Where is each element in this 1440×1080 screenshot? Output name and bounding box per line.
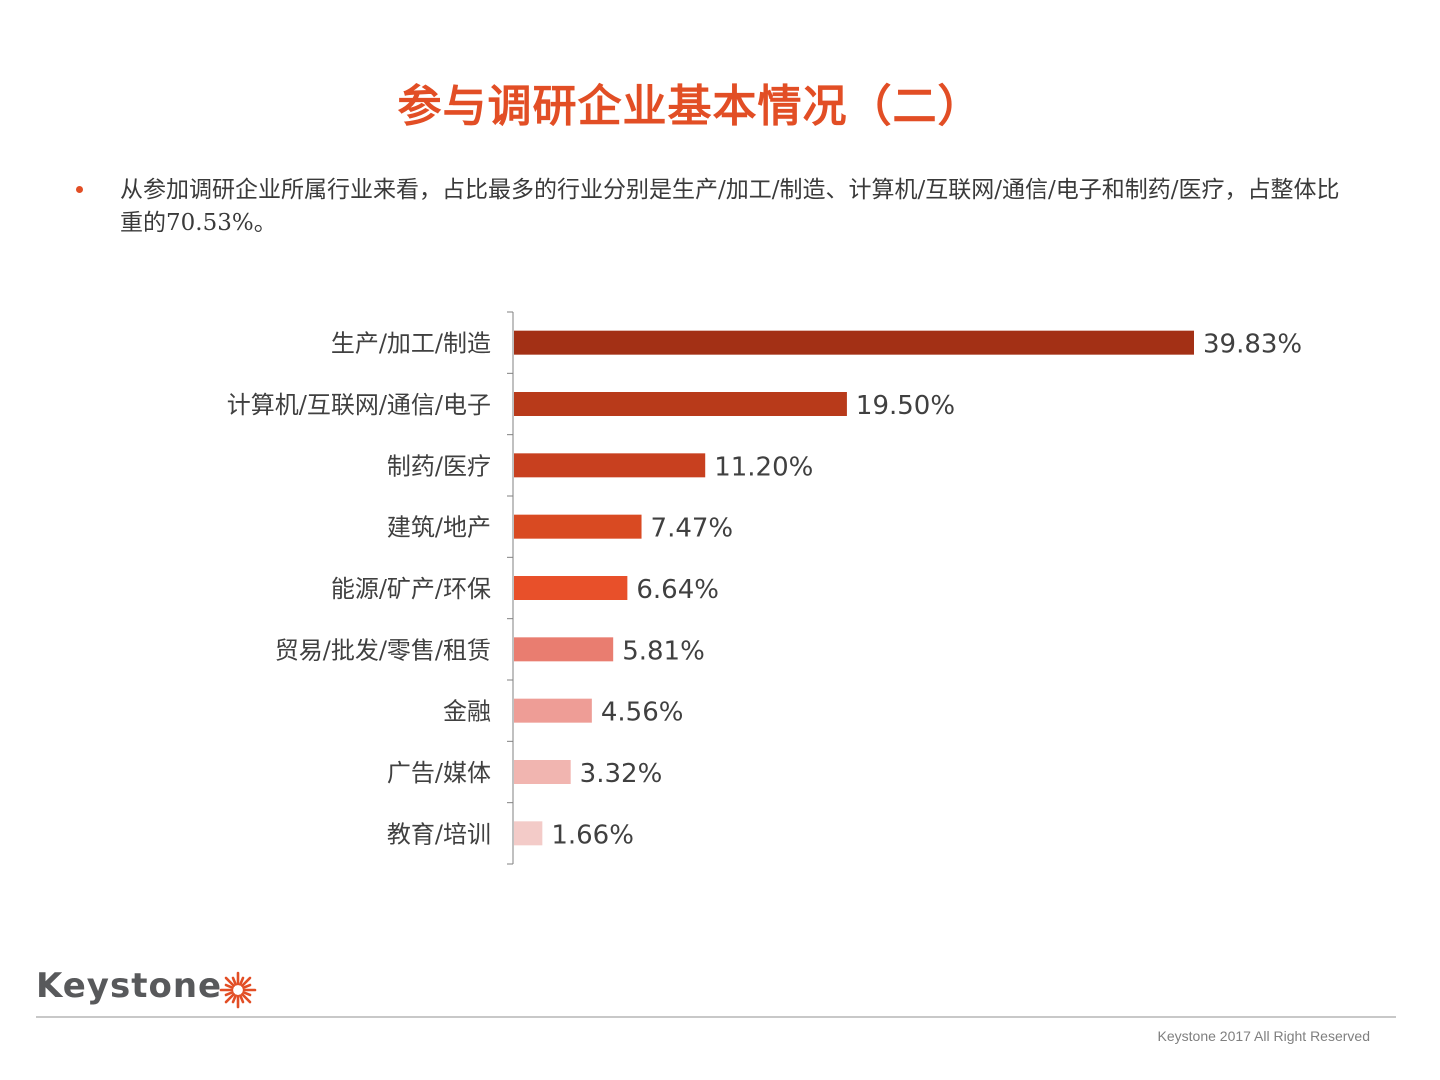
- value-label: 5.81%: [622, 636, 705, 666]
- bar-3: [514, 453, 706, 478]
- starburst-ray: [240, 992, 252, 1004]
- category-label: 制药/医疗: [387, 452, 491, 480]
- page-title: 参与调研企业基本情况（二）: [397, 81, 983, 132]
- starburst-ray: [231, 976, 238, 986]
- category-label: 建筑/地产: [387, 514, 491, 542]
- bullet-dot-icon: [76, 186, 83, 193]
- category-label: 广告/媒体: [387, 759, 491, 787]
- value-label: 39.83%: [1203, 330, 1302, 360]
- value-label: 19.50%: [856, 391, 955, 421]
- value-label: 4.56%: [601, 698, 684, 728]
- value-label: 6.64%: [636, 575, 719, 605]
- category-label: 能源/矿产/环保: [331, 575, 491, 603]
- value-labels: 39.83% 19.50% 11.20% 7.47% 6.64% 5.81% 4.56% 3.…: [551, 330, 1302, 851]
- starburst-ray: [238, 976, 245, 986]
- value-label: 7.47%: [651, 514, 734, 544]
- summary-text: 从参加调研企业所属行业来看，占比最多的行业分别是生产/加工/制造、计算机/互联网…: [120, 177, 1340, 236]
- category-label: 教育/培训: [387, 820, 491, 848]
- starburst-ray: [224, 976, 236, 988]
- footer-divider: [36, 1016, 1396, 1018]
- starburst-ray: [231, 994, 238, 1004]
- bar-6: [514, 637, 614, 662]
- starburst-ray: [240, 976, 252, 988]
- starburst-ray: [224, 990, 234, 997]
- category-labels: 生产/加工/制造计算机/互联网/通信/电子制药/医疗建筑/地产能源/矿产/环保贸…: [227, 330, 491, 849]
- category-label: 贸易/批发/零售/租赁: [275, 636, 491, 664]
- industry-bar-chart: 生产/加工/制造计算机/互联网/通信/电子制药/医疗建筑/地产能源/矿产/环保贸…: [227, 311, 1302, 865]
- bar-5: [514, 576, 628, 600]
- y-axis: [507, 311, 514, 865]
- value-label: 3.32%: [580, 759, 663, 789]
- category-label: 生产/加工/制造: [331, 330, 491, 358]
- bar-1: [514, 330, 1194, 355]
- starburst-ray: [242, 990, 252, 997]
- starburst-ray: [242, 983, 252, 990]
- starburst-logo-icon: [219, 971, 257, 1009]
- bar-4: [514, 514, 642, 539]
- keystone-logo-text: Keystone: [36, 966, 223, 1006]
- starburst-ray: [238, 994, 245, 1004]
- value-label: 1.66%: [551, 820, 634, 850]
- category-label: 金融: [443, 698, 491, 726]
- copyright-text: Keystone 2017 All Right Reserved: [1157, 1028, 1370, 1044]
- starburst-ray: [224, 992, 236, 1004]
- bar-8: [514, 760, 571, 784]
- bar-2: [514, 392, 847, 416]
- bars: [514, 330, 1194, 846]
- bar-9: [514, 821, 543, 846]
- bar-7: [514, 698, 592, 723]
- category-label: 计算机/互联网/通信/电子: [227, 391, 491, 419]
- value-label: 11.20%: [714, 452, 813, 482]
- starburst-ray: [224, 983, 234, 990]
